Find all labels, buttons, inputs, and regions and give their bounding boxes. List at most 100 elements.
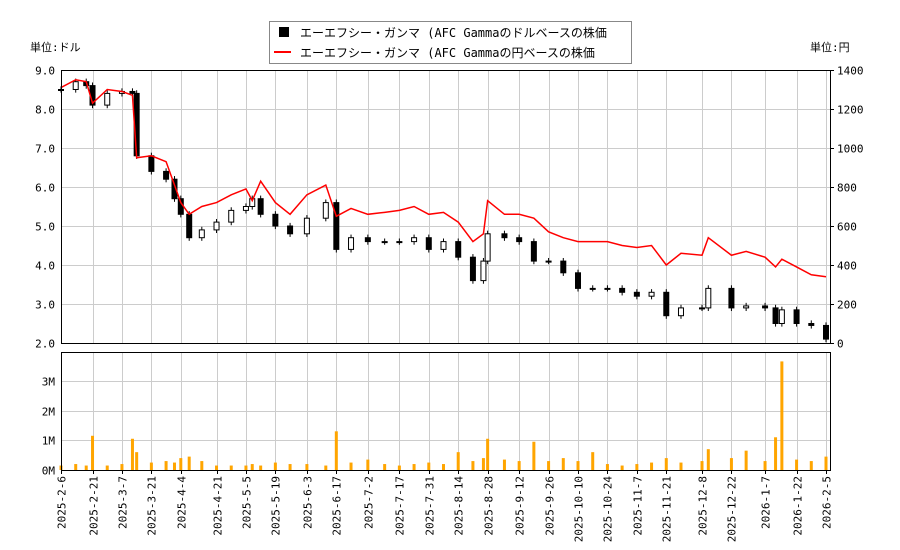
candle-body xyxy=(762,305,769,309)
volume-bar xyxy=(774,437,778,470)
y-tick-label-left: 8.0 xyxy=(35,104,55,117)
candle-body xyxy=(333,202,340,250)
y-tick-label-left: 3.0 xyxy=(35,299,55,312)
volume-bar xyxy=(288,464,292,470)
volume-bar xyxy=(229,465,233,470)
candle-body xyxy=(619,287,626,293)
candle-body xyxy=(303,217,310,235)
volume-bar xyxy=(74,464,78,470)
x-tick-label: 2025-12-8 xyxy=(697,476,710,536)
candle-body xyxy=(257,198,264,215)
volume-bar xyxy=(149,462,153,470)
volume-bar xyxy=(187,456,191,470)
volume-bar xyxy=(244,465,248,470)
x-tick-label: 2025-6-17 xyxy=(331,476,344,536)
candle-body xyxy=(129,90,136,94)
x-tick-label: 2025-9-26 xyxy=(544,476,557,536)
y-tick-label-left: 4.0 xyxy=(35,260,55,273)
y-tick-label-right: 800 xyxy=(837,182,857,195)
volume-bar xyxy=(120,464,124,470)
x-tick-label: 2025-8-28 xyxy=(483,476,496,536)
candle-body xyxy=(381,241,388,244)
volume-tick-label: 0M xyxy=(42,465,56,478)
y-tick-label-right: 200 xyxy=(837,299,857,312)
candle-body xyxy=(249,198,256,207)
candle-body xyxy=(425,237,432,250)
legend-usd-label: エーエフシー・ガンマ (AFC Gammaのドルベースの株価 xyxy=(300,25,607,40)
x-tick-label: 2025-3-21 xyxy=(146,476,159,536)
volume-tick-label: 1M xyxy=(42,435,56,448)
volume-bar xyxy=(397,465,401,470)
volume-bar xyxy=(635,464,639,470)
candle-body xyxy=(705,287,712,309)
legend-usd-marker xyxy=(279,27,289,37)
candle-body xyxy=(440,241,447,250)
y-tick-label-left: 5.0 xyxy=(35,221,55,234)
volume-bar xyxy=(486,438,490,470)
grid-lines xyxy=(61,70,830,470)
volume-bar xyxy=(517,461,521,470)
candle-body xyxy=(163,170,170,180)
volume-bar xyxy=(305,464,309,470)
candle-body xyxy=(604,287,611,290)
candle-body xyxy=(480,260,487,282)
candle-body xyxy=(516,237,523,243)
x-tick-label: 2025-10-10 xyxy=(573,476,586,542)
candle-body xyxy=(455,241,462,258)
legend-box xyxy=(269,21,632,64)
candle-body xyxy=(823,324,829,340)
right-axis-unit-label: 単位:円 xyxy=(810,40,850,54)
x-tick-label: 2026-1-7 xyxy=(760,476,773,529)
volume-bar xyxy=(780,361,784,470)
price-plot-frame xyxy=(61,70,831,344)
candle-body xyxy=(808,323,815,326)
candle-body xyxy=(648,291,655,297)
volume-bar xyxy=(366,459,370,470)
x-tick-label: 2025-7-31 xyxy=(424,476,437,536)
volume-bar xyxy=(334,431,338,470)
volume-bar xyxy=(763,461,767,470)
x-tick-label: 2025-11-21 xyxy=(661,476,674,542)
x-tick-label: 2025-5-5 xyxy=(241,476,254,529)
x-tick-label: 2025-11-7 xyxy=(632,476,645,536)
volume-bar xyxy=(442,464,445,470)
x-tick-label: 2025-6-3 xyxy=(302,476,315,529)
volume-bar xyxy=(91,435,95,470)
volume-bar xyxy=(383,464,387,470)
volume-bar xyxy=(456,452,460,470)
candle-body xyxy=(348,237,355,250)
volume-bar xyxy=(706,449,710,470)
x-tick-label: 2025-9-12 xyxy=(514,476,527,536)
volume-bar xyxy=(259,465,263,470)
candle-body xyxy=(589,287,596,290)
volume-tick-label: 2M xyxy=(42,406,56,419)
candle-body xyxy=(699,307,706,310)
volume-bar xyxy=(795,459,799,470)
volume-bar xyxy=(172,462,176,470)
candle-body xyxy=(198,229,205,239)
x-tick-label: 2025-4-21 xyxy=(212,476,225,536)
x-tick-label: 2025-4-4 xyxy=(176,476,189,529)
volume-bar xyxy=(471,461,475,470)
volume-tick-label: 3M xyxy=(42,376,56,389)
volume-bar xyxy=(729,458,733,470)
candle-body xyxy=(322,202,329,219)
candle-body xyxy=(728,287,735,309)
volume-bar xyxy=(200,461,204,470)
y-tick-label-left: 7.0 xyxy=(35,143,55,156)
volume-plot-frame xyxy=(61,352,831,471)
candle-body xyxy=(793,309,800,325)
candle-body xyxy=(287,225,294,235)
volume-bar xyxy=(130,438,134,470)
candle-body xyxy=(272,213,279,227)
candle-body xyxy=(633,291,640,297)
volume-bar xyxy=(84,465,88,470)
volume-bar xyxy=(679,462,683,470)
x-tick-label: 2025-12-22 xyxy=(726,476,739,542)
candle-body xyxy=(72,81,79,90)
volume-bar xyxy=(135,452,139,470)
y-tick-label-left: 6.0 xyxy=(35,182,55,195)
volume-bar xyxy=(502,459,506,470)
candle-body xyxy=(530,241,537,262)
